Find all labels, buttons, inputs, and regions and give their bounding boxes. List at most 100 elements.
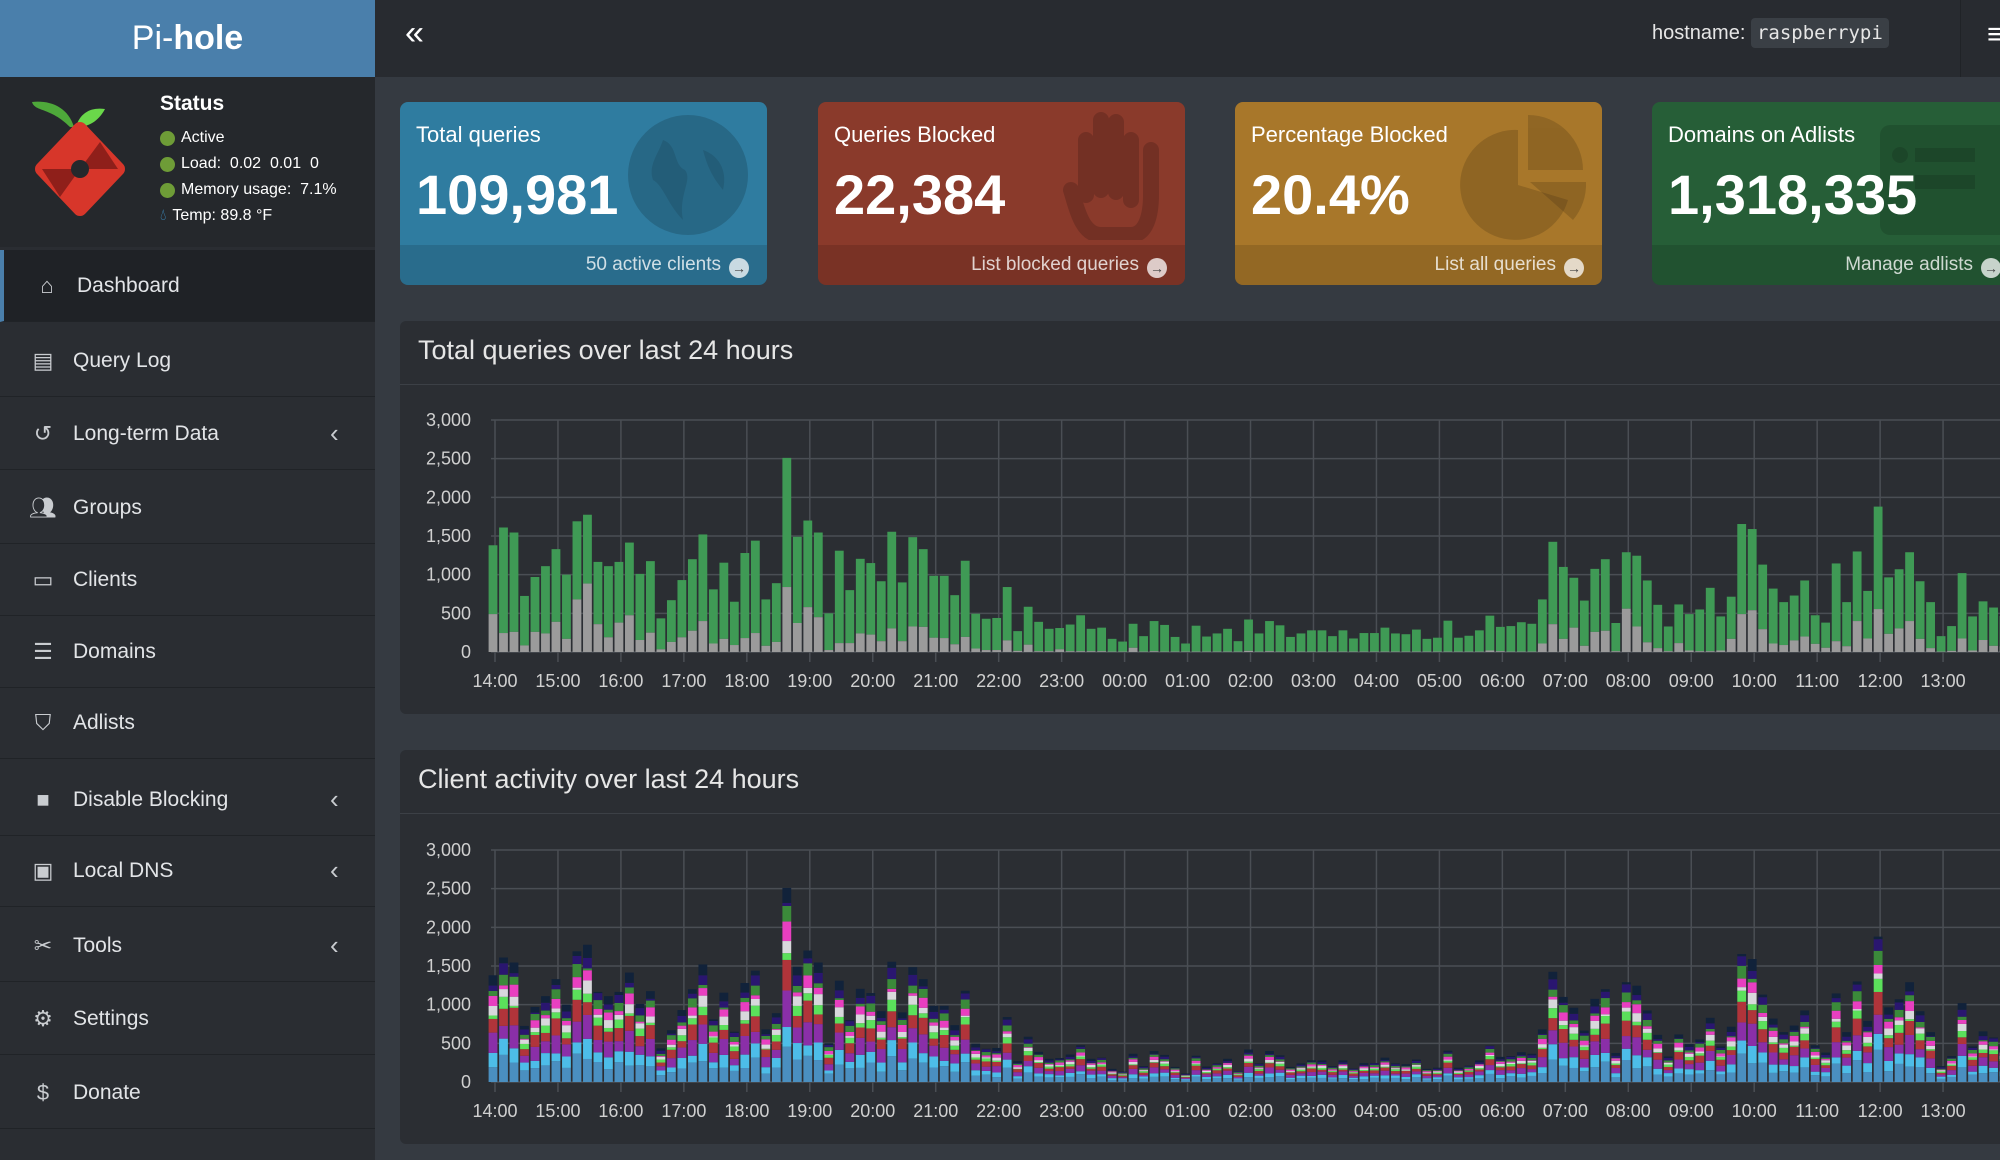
bar-client-segment bbox=[1768, 1024, 1778, 1028]
card-footer-link[interactable]: Manage adlists → bbox=[1652, 245, 2000, 285]
bar-client-segment bbox=[845, 1037, 855, 1044]
bar-client-segment bbox=[887, 988, 897, 992]
card-footer-link[interactable]: List all queries → bbox=[1235, 245, 1602, 285]
bar-permitted bbox=[1632, 555, 1642, 627]
bar-client-segment bbox=[1663, 1066, 1673, 1071]
bar-client-segment bbox=[971, 1043, 981, 1048]
bar-client-segment bbox=[866, 1011, 876, 1016]
bar-blocked bbox=[908, 626, 918, 652]
bar-client-segment bbox=[1391, 1068, 1400, 1070]
bar-client-segment bbox=[1044, 1058, 1054, 1061]
bar-client-segment bbox=[1244, 1061, 1253, 1063]
bar-client-segment bbox=[981, 1070, 991, 1075]
bar-client-segment bbox=[1831, 1057, 1841, 1064]
bar-client-segment bbox=[1086, 1067, 1096, 1069]
sidebar-item-tools[interactable]: ✂ Tools ‹ bbox=[0, 910, 375, 982]
menu-icon[interactable]: ≡ bbox=[1987, 18, 2000, 51]
bar-client-segment bbox=[1579, 1035, 1589, 1041]
bar-client-segment bbox=[1443, 1062, 1453, 1068]
bar-client-segment bbox=[1233, 1075, 1243, 1077]
bar-client-segment bbox=[1065, 1068, 1075, 1073]
sidebar-item-adlists[interactable]: ⛉ Adlists bbox=[0, 687, 375, 759]
bar-client-segment bbox=[1495, 1067, 1505, 1071]
bar-client-segment bbox=[1621, 1011, 1631, 1021]
bar-client-segment bbox=[1894, 1009, 1904, 1018]
bar-client-segment bbox=[981, 1057, 991, 1059]
bar-client-segment bbox=[1926, 1036, 1935, 1041]
bar-client-segment bbox=[750, 995, 760, 1000]
bar-client-segment bbox=[813, 1014, 823, 1025]
sidebar-item-dashboard[interactable]: ⌂ Dashboard bbox=[0, 250, 375, 322]
bar-client-segment bbox=[1023, 1055, 1033, 1061]
bar-client-segment bbox=[1705, 1050, 1715, 1061]
sidebar-item-groups[interactable]: 👥︎ Groups bbox=[0, 472, 375, 544]
gear-icon: ⚙ bbox=[33, 1005, 53, 1031]
card-footer-text: 50 active clients bbox=[585, 254, 721, 275]
bar-client-segment bbox=[761, 1067, 771, 1074]
bar-blocked bbox=[1055, 649, 1065, 652]
bar-client-segment bbox=[645, 1000, 655, 1008]
bar-client-segment bbox=[1191, 1065, 1201, 1071]
bar-client-segment bbox=[792, 1005, 802, 1016]
bar-client-segment bbox=[719, 1025, 729, 1030]
bar-client-segment bbox=[1233, 1076, 1243, 1079]
bar-client-segment bbox=[1307, 1064, 1316, 1067]
bar-client-segment bbox=[604, 1004, 613, 1010]
bar-permitted bbox=[572, 521, 582, 600]
bar-permitted bbox=[1884, 577, 1894, 634]
bar-client-segment bbox=[1254, 1067, 1264, 1069]
card-footer-link[interactable]: 50 active clients → bbox=[400, 245, 767, 285]
bar-client-segment bbox=[1516, 1056, 1526, 1058]
bar-client-segment bbox=[1307, 1060, 1316, 1062]
bar-client-segment bbox=[1768, 1018, 1778, 1025]
sidebar-toggle-button[interactable]: « bbox=[405, 14, 424, 52]
sidebar-item-domains[interactable]: ☰ Domains bbox=[0, 616, 375, 688]
bar-client-segment bbox=[1621, 1020, 1631, 1037]
bar-permitted bbox=[1705, 587, 1715, 652]
bar-client-segment bbox=[1191, 1070, 1201, 1075]
bar-client-segment bbox=[1013, 1076, 1023, 1079]
history-icon: ↺ bbox=[33, 420, 53, 446]
bar-client-segment bbox=[813, 972, 823, 984]
x-tick-label: 18:00 bbox=[724, 671, 769, 691]
sidebar-item-local-dns[interactable]: ▣ Local DNS ‹ bbox=[0, 835, 375, 907]
bar-permitted bbox=[992, 617, 1002, 651]
bar-client-segment bbox=[1086, 1064, 1096, 1068]
sidebar-item-clients[interactable]: ▭ Clients bbox=[0, 544, 375, 616]
sidebar-item-settings[interactable]: ⚙ Settings bbox=[0, 983, 375, 1055]
bar-client-segment bbox=[1642, 1039, 1652, 1050]
bar-blocked bbox=[1023, 644, 1033, 652]
bar-client-segment bbox=[698, 1043, 708, 1062]
sidebar-item-disable-blocking[interactable]: ■ Disable Blocking ‹ bbox=[0, 764, 375, 836]
bar-client-segment bbox=[1947, 1076, 1956, 1082]
bar-client-segment bbox=[1044, 1062, 1054, 1064]
bar-client-segment bbox=[1842, 1042, 1852, 1046]
bar-blocked bbox=[1989, 645, 1998, 652]
bar-permitted bbox=[1863, 590, 1873, 639]
status-temp: 💧︎ Temp: 89.8 °F bbox=[160, 207, 272, 225]
bar-client-segment bbox=[1894, 1002, 1904, 1010]
bar-client-segment bbox=[1632, 1068, 1642, 1082]
bar-client-segment bbox=[551, 1035, 561, 1054]
bar-client-segment bbox=[1160, 1066, 1169, 1070]
bar-client-segment bbox=[708, 1052, 718, 1063]
sidebar-item-donate[interactable]: $ Donate bbox=[0, 1057, 375, 1129]
bar-blocked bbox=[876, 641, 886, 652]
bar-client-segment bbox=[708, 1068, 718, 1082]
bar-client-segment bbox=[499, 1008, 508, 1026]
card-footer-link[interactable]: List blocked queries → bbox=[818, 245, 1185, 285]
sidebar-item-long-term-data[interactable]: ↺ Long-term Data ‹ bbox=[0, 398, 375, 470]
sidebar-item-query-log[interactable]: ▤ Query Log bbox=[0, 325, 375, 397]
bar-client-segment bbox=[1516, 1060, 1526, 1064]
bar-client-segment bbox=[1349, 1079, 1358, 1082]
bar-client-segment bbox=[750, 985, 760, 996]
bar-client-segment bbox=[1254, 1063, 1264, 1065]
bar-client-segment bbox=[1842, 1073, 1852, 1082]
bar-client-segment bbox=[520, 1055, 529, 1063]
bar-client-segment bbox=[1128, 1059, 1138, 1062]
bar-client-segment bbox=[1139, 1072, 1148, 1075]
bar-permitted bbox=[1737, 524, 1747, 615]
brand-logo-text[interactable]: Pi-hole bbox=[0, 0, 375, 77]
bar-client-segment bbox=[1810, 1055, 1820, 1058]
bar-client-segment bbox=[803, 993, 813, 1001]
